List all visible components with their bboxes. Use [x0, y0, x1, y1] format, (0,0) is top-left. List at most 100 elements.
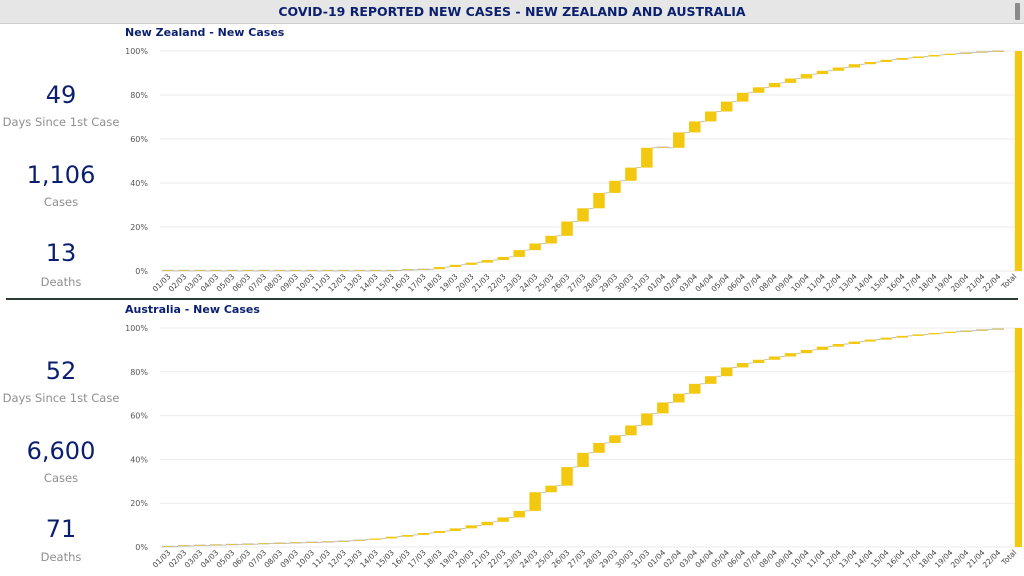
waterfall-bar[interactable] — [241, 269, 254, 272]
total-bar[interactable] — [1014, 51, 1022, 271]
waterfall-bar[interactable] — [960, 52, 973, 54]
waterfall-bar[interactable] — [465, 262, 478, 265]
waterfall-bar[interactable] — [561, 467, 573, 486]
waterfall-bar[interactable] — [656, 146, 669, 149]
waterfall-bar[interactable] — [625, 425, 637, 436]
waterfall-bar[interactable] — [401, 534, 414, 537]
waterfall-bar[interactable] — [225, 269, 238, 272]
waterfall-bar[interactable] — [944, 331, 956, 334]
waterfall-bar[interactable] — [289, 542, 302, 544]
waterfall-bar[interactable] — [289, 269, 302, 272]
waterfall-bar[interactable] — [497, 256, 509, 260]
waterfall-bar[interactable] — [736, 92, 749, 102]
waterfall-bar[interactable] — [752, 359, 765, 364]
waterfall-bar[interactable] — [273, 269, 286, 272]
waterfall-bar[interactable] — [880, 59, 893, 62]
waterfall-bar[interactable] — [960, 330, 973, 332]
waterfall-bar[interactable] — [976, 329, 989, 331]
waterfall-bar[interactable] — [816, 70, 829, 75]
waterfall-bar[interactable] — [385, 536, 398, 539]
waterfall-bar[interactable] — [209, 269, 222, 272]
waterfall-bar[interactable] — [257, 269, 270, 272]
waterfall-bar[interactable] — [353, 539, 366, 542]
waterfall-bar[interactable] — [944, 53, 956, 55]
waterfall-bar[interactable] — [768, 356, 781, 360]
waterfall-bar[interactable] — [593, 192, 605, 209]
waterfall-bar[interactable] — [433, 267, 446, 270]
waterfall-bar[interactable] — [609, 435, 621, 443]
waterfall-bar[interactable] — [162, 545, 174, 548]
waterfall-bar[interactable] — [992, 328, 1005, 330]
waterfall-bar[interactable] — [162, 269, 174, 272]
waterfall-bar[interactable] — [497, 517, 509, 522]
waterfall-bar[interactable] — [513, 510, 525, 518]
waterfall-bar[interactable] — [784, 78, 797, 83]
waterfall-bar[interactable] — [912, 56, 924, 59]
waterfall-bar[interactable] — [529, 243, 541, 251]
waterfall-bar[interactable] — [800, 349, 813, 354]
waterfall-bar[interactable] — [880, 337, 893, 340]
waterfall-bar[interactable] — [401, 269, 414, 271]
waterfall-bar[interactable] — [193, 544, 206, 547]
waterfall-bar[interactable] — [704, 111, 717, 122]
waterfall-bar[interactable] — [417, 532, 430, 535]
waterfall-bar[interactable] — [369, 538, 382, 540]
waterfall-bar[interactable] — [848, 64, 861, 68]
waterfall-bar[interactable] — [864, 62, 877, 65]
waterfall-bar[interactable] — [321, 541, 334, 543]
waterfall-bar[interactable] — [481, 521, 493, 526]
waterfall-bar[interactable] — [816, 346, 829, 350]
waterfall-bar[interactable] — [928, 333, 940, 335]
waterfall-bar[interactable] — [689, 121, 701, 133]
waterfall-bar[interactable] — [305, 541, 318, 544]
waterfall-bar[interactable] — [800, 74, 813, 79]
waterfall-bar[interactable] — [273, 542, 286, 544]
waterfall-bar[interactable] — [337, 540, 350, 542]
waterfall-bar[interactable] — [353, 269, 366, 272]
waterfall-bar[interactable] — [673, 132, 685, 148]
waterfall-bar[interactable] — [577, 208, 589, 222]
waterfall-bar[interactable] — [465, 525, 478, 529]
waterfall-bar[interactable] — [561, 221, 573, 236]
waterfall-bar[interactable] — [704, 376, 717, 384]
waterfall-bar[interactable] — [992, 50, 1005, 52]
waterfall-bar[interactable] — [673, 393, 685, 403]
waterfall-bar[interactable] — [241, 543, 254, 545]
waterfall-bar[interactable] — [593, 442, 605, 453]
waterfall-bar[interactable] — [369, 269, 382, 272]
scrollbar-handle[interactable] — [1015, 3, 1020, 20]
waterfall-bar[interactable] — [545, 485, 557, 493]
waterfall-bar[interactable] — [720, 367, 733, 377]
waterfall-bar[interactable] — [720, 101, 733, 112]
waterfall-bar[interactable] — [481, 260, 493, 263]
waterfall-bar[interactable] — [305, 269, 318, 272]
waterfall-bar[interactable] — [848, 341, 861, 344]
waterfall-bar[interactable] — [896, 58, 909, 60]
total-bar[interactable] — [1014, 328, 1022, 547]
waterfall-bar[interactable] — [928, 54, 940, 57]
waterfall-bar[interactable] — [784, 353, 797, 357]
waterfall-bar[interactable] — [912, 334, 924, 336]
waterfall-bar[interactable] — [513, 250, 525, 257]
waterfall-bar[interactable] — [449, 528, 462, 532]
waterfall-bar[interactable] — [545, 235, 557, 244]
waterfall-bar[interactable] — [177, 269, 190, 272]
waterfall-bar[interactable] — [625, 167, 637, 181]
waterfall-bar[interactable] — [609, 180, 621, 193]
waterfall-bar[interactable] — [832, 67, 845, 71]
waterfall-bar[interactable] — [768, 82, 781, 88]
waterfall-bar[interactable] — [385, 269, 398, 272]
waterfall-bar[interactable] — [209, 544, 222, 546]
waterfall-bar[interactable] — [752, 87, 765, 93]
waterfall-bar[interactable] — [529, 492, 541, 511]
waterfall-bar[interactable] — [433, 531, 446, 533]
waterfall-bar[interactable] — [641, 413, 653, 426]
waterfall-bar[interactable] — [864, 339, 877, 342]
waterfall-bar[interactable] — [896, 335, 909, 338]
waterfall-bar[interactable] — [257, 542, 270, 545]
waterfall-bar[interactable] — [321, 269, 334, 272]
waterfall-bar[interactable] — [736, 363, 749, 368]
waterfall-bar[interactable] — [225, 543, 238, 546]
waterfall-bar[interactable] — [177, 545, 190, 547]
waterfall-bar[interactable] — [193, 269, 206, 272]
